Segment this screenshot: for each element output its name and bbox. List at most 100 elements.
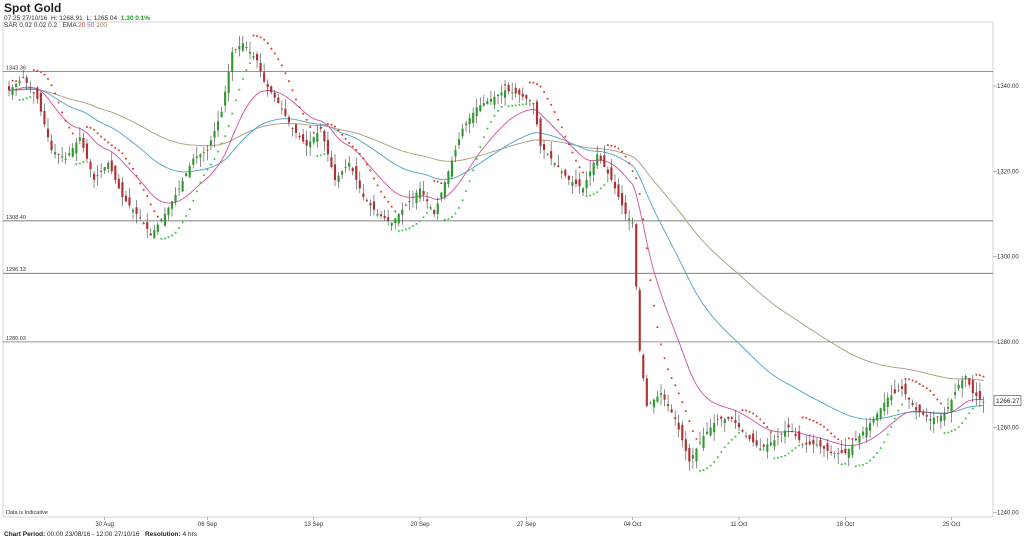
sar-dot: [539, 85, 542, 88]
sar-dot: [833, 435, 836, 438]
candle-body: [946, 407, 950, 409]
candle-body: [599, 155, 602, 161]
candle-body: [344, 167, 347, 168]
sar-dot: [922, 385, 925, 388]
candle-body: [454, 150, 457, 157]
candle-body: [922, 411, 925, 415]
sar-dot: [436, 180, 439, 183]
sar-dot: [195, 190, 198, 193]
horizontal-level-label: 1343.36: [6, 66, 26, 72]
candle-body: [404, 204, 407, 206]
candle-body: [29, 87, 32, 89]
candle-body: [75, 142, 78, 154]
sar-dot: [415, 222, 418, 225]
sar-dot: [624, 155, 627, 158]
sar-dot: [613, 145, 616, 148]
candle-body: [893, 389, 896, 394]
candle-body: [528, 100, 531, 102]
candle-body: [294, 124, 298, 133]
candle-body: [43, 110, 46, 125]
sar-dot: [886, 433, 889, 436]
candle-body: [450, 160, 453, 177]
candle-body: [553, 162, 556, 165]
sar-dot: [872, 456, 875, 459]
sar-dot: [117, 149, 120, 152]
x-tick-label: 25 Oct: [943, 522, 961, 528]
candle-body: [57, 154, 60, 155]
sar-dot: [25, 97, 28, 100]
sar-dot: [521, 103, 524, 106]
candle-body: [117, 178, 120, 189]
sar-dot: [380, 190, 383, 193]
sar-dot: [202, 174, 205, 177]
candle-body: [341, 171, 344, 175]
candle-body: [248, 51, 252, 54]
sar-dot: [961, 422, 964, 425]
sar-dot: [199, 181, 202, 184]
sar-dot: [468, 180, 471, 183]
candle-body: [149, 233, 152, 236]
sar-dot: [11, 79, 14, 82]
sar-dot: [748, 410, 751, 413]
sar-dot: [29, 96, 32, 99]
candle-body: [783, 430, 787, 437]
horizontal-level-label: 1296.13: [6, 267, 26, 273]
sar-dot: [482, 136, 485, 139]
sar-dot: [929, 389, 932, 392]
sar-dot: [631, 170, 634, 173]
candle-body: [727, 416, 730, 419]
sar-dot: [443, 218, 446, 221]
candle-body: [383, 215, 386, 219]
sar-dot: [270, 47, 273, 50]
candle-body: [25, 77, 28, 83]
candle-body: [323, 130, 326, 142]
candle-body: [11, 87, 14, 96]
sar-dot: [245, 69, 248, 72]
candle-body: [199, 154, 202, 158]
candle-body: [266, 83, 269, 88]
candle-body: [365, 200, 368, 202]
sar-dot: [932, 393, 935, 396]
sar-dot: [897, 409, 900, 412]
candle-body: [330, 157, 333, 168]
sar-dot: [497, 109, 499, 112]
candle-body: [759, 448, 762, 451]
y-tick-label: 1260.00: [997, 425, 1019, 431]
sar-dot: [160, 237, 163, 240]
candle-body: [748, 434, 751, 440]
sar-dot: [805, 416, 808, 419]
candle-body: [32, 92, 35, 94]
candle-body: [103, 167, 106, 171]
sar-dot: [978, 374, 981, 377]
candle-body: [241, 43, 244, 51]
sar-dot: [312, 131, 315, 134]
sar-dot: [39, 71, 42, 74]
sar-dot: [815, 421, 818, 424]
candle-body: [560, 171, 563, 174]
candle-body: [684, 439, 687, 451]
chart-header: Spot Gold 07:25 27/10/16 H: 1268.91 L: 1…: [4, 1, 150, 29]
high-value: H: 1268.91: [51, 15, 83, 22]
sar-dot: [390, 205, 393, 208]
candle-body: [716, 418, 719, 420]
candle-body: [475, 107, 478, 117]
candle-body: [18, 80, 21, 83]
candle-body: [872, 418, 875, 423]
candle-body: [372, 201, 376, 210]
sar-dot: [156, 215, 159, 218]
sar-dot: [217, 150, 220, 153]
candle-body: [160, 219, 163, 221]
sar-dot: [947, 431, 950, 434]
candle-body: [131, 209, 135, 212]
candle-body: [206, 149, 209, 151]
sar-dot: [628, 162, 631, 165]
sar-dot: [589, 194, 592, 197]
sar-dot: [759, 418, 762, 421]
candle-body: [702, 435, 705, 448]
candle-body: [482, 103, 485, 106]
sar-dot: [273, 52, 276, 55]
candle-body: [681, 424, 684, 441]
candle-body: [252, 56, 255, 58]
candle-body: [358, 180, 361, 189]
sar-dot: [645, 247, 648, 250]
